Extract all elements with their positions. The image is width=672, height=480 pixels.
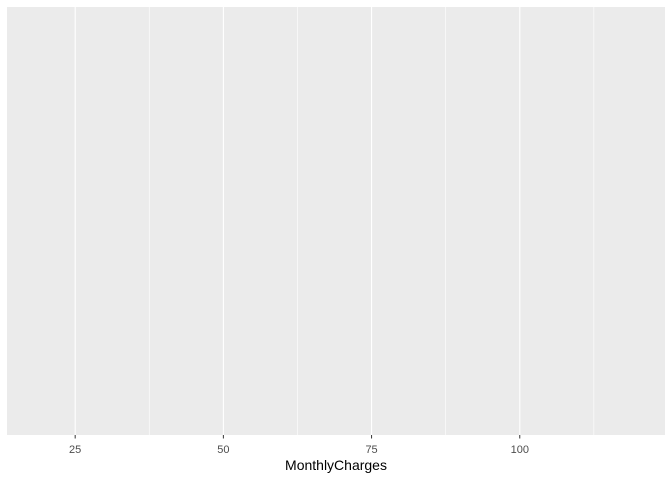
minor-gridlines <box>148 7 595 435</box>
x-axis-tick-labels: 25 50 75 100 <box>69 444 529 456</box>
x-tick-label-2: 75 <box>365 444 377 456</box>
plot-panel <box>7 7 665 435</box>
major-gridlines <box>74 7 521 435</box>
x-tick-label-0: 25 <box>69 444 81 456</box>
x-tick-label-3: 100 <box>511 444 529 456</box>
x-tick-label-1: 50 <box>217 444 229 456</box>
x-axis-ticks <box>74 435 521 439</box>
x-axis-title: MonthlyCharges <box>285 457 387 473</box>
